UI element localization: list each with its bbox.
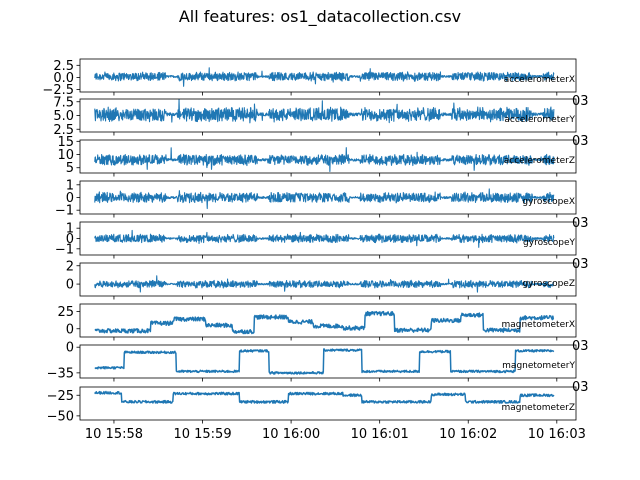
ytick-label-accelerometerY: 2.5 (53, 123, 74, 138)
axes-frame-gyroscopeZ (79, 262, 577, 297)
ytick-label-magnetometerY: −35 (47, 366, 74, 381)
ytick-label-magnetometerZ: −50 (47, 409, 74, 424)
panel-label-accelerometerX: accelerometerX (504, 75, 575, 85)
ytick-label-gyroscopeX: 1 (66, 178, 74, 193)
axes-frame-accelerometerZ (79, 139, 577, 174)
ytick-label-gyroscopeX: 0 (66, 191, 74, 206)
panel-label-magnetometerX: magnetometerX (501, 320, 575, 330)
ytick-label-magnetometerX: 0 (66, 322, 74, 337)
ytick-label-gyroscopeZ: 2 (66, 259, 74, 274)
panel-label-gyroscopeY: gyroscopeY (523, 238, 575, 248)
ytick-label-gyroscopeY: 0 (66, 232, 74, 247)
axes-frame-accelerometerX (79, 58, 577, 93)
overlap-tick-fragment: 03 (572, 216, 589, 231)
ytick-label-magnetometerY: 0 (66, 341, 74, 356)
panel-label-gyroscopeX: gyroscopeX (522, 197, 575, 207)
ytick-label-accelerometerY: 7.5 (53, 95, 74, 110)
panel-label-magnetometerY: magnetometerY (502, 361, 575, 371)
ytick-label-magnetometerX: 25 (57, 305, 74, 320)
panel-label-gyroscopeZ: gyroscopeZ (522, 279, 575, 289)
panel-label-accelerometerZ: accelerometerZ (504, 156, 575, 166)
ytick-label-accelerometerX: 0.0 (53, 71, 74, 86)
ytick-label-accelerometerZ: 15 (57, 135, 74, 150)
overlap-tick-fragment: 03 (572, 380, 589, 395)
xtick-label: 10 15:58 (85, 427, 143, 442)
panel-label-magnetometerZ: magnetometerZ (501, 403, 575, 413)
series-line-accelerometerY (94, 98, 555, 124)
series-line-accelerometerX (94, 67, 555, 87)
xtick-label: 10 16:02 (439, 427, 497, 442)
ytick-label-gyroscopeY: −1 (55, 242, 74, 257)
xtick-label: 10 16:03 (528, 427, 586, 442)
overlap-tick-fragment: 03 (572, 94, 589, 109)
axes-frame-magnetometerX (79, 303, 577, 338)
series-line-magnetometerX (94, 310, 555, 335)
ytick-label-accelerometerZ: 5 (66, 161, 74, 176)
series-line-accelerometerZ (94, 147, 555, 173)
ytick-label-accelerometerY: 5.0 (53, 109, 74, 124)
ytick-label-gyroscopeY: 1 (66, 222, 74, 237)
overlap-tick-fragment: 03 (572, 339, 589, 354)
ytick-label-gyroscopeX: −1 (55, 204, 74, 219)
axes-frame-magnetometerY (79, 344, 577, 379)
series-line-gyroscopeX (94, 188, 555, 210)
panel-label-accelerometerY: accelerometerY (504, 115, 575, 125)
ytick-label-gyroscopeZ: 0 (66, 278, 74, 293)
series-line-magnetometerY (94, 348, 555, 375)
ytick-label-accelerometerZ: 10 (57, 148, 74, 163)
xtick-label: 10 16:01 (351, 427, 409, 442)
ytick-label-accelerometerX: −2.5 (42, 83, 74, 98)
series-line-gyroscopeY (94, 229, 555, 248)
figure-title: All features: os1_datacollection.csv (178, 7, 462, 26)
overlap-tick-fragment: 03 (572, 134, 589, 149)
xtick-label: 10 15:59 (173, 427, 231, 442)
series-line-gyroscopeZ (94, 275, 555, 293)
series-line-magnetometerZ (94, 390, 555, 404)
overlap-tick-fragment: 03 (572, 257, 589, 272)
xtick-label: 10 16:00 (262, 427, 320, 442)
ytick-label-accelerometerX: 2.5 (53, 59, 74, 74)
axes-frame-magnetometerZ (79, 386, 577, 421)
ytick-label-magnetometerZ: −25 (47, 389, 74, 404)
